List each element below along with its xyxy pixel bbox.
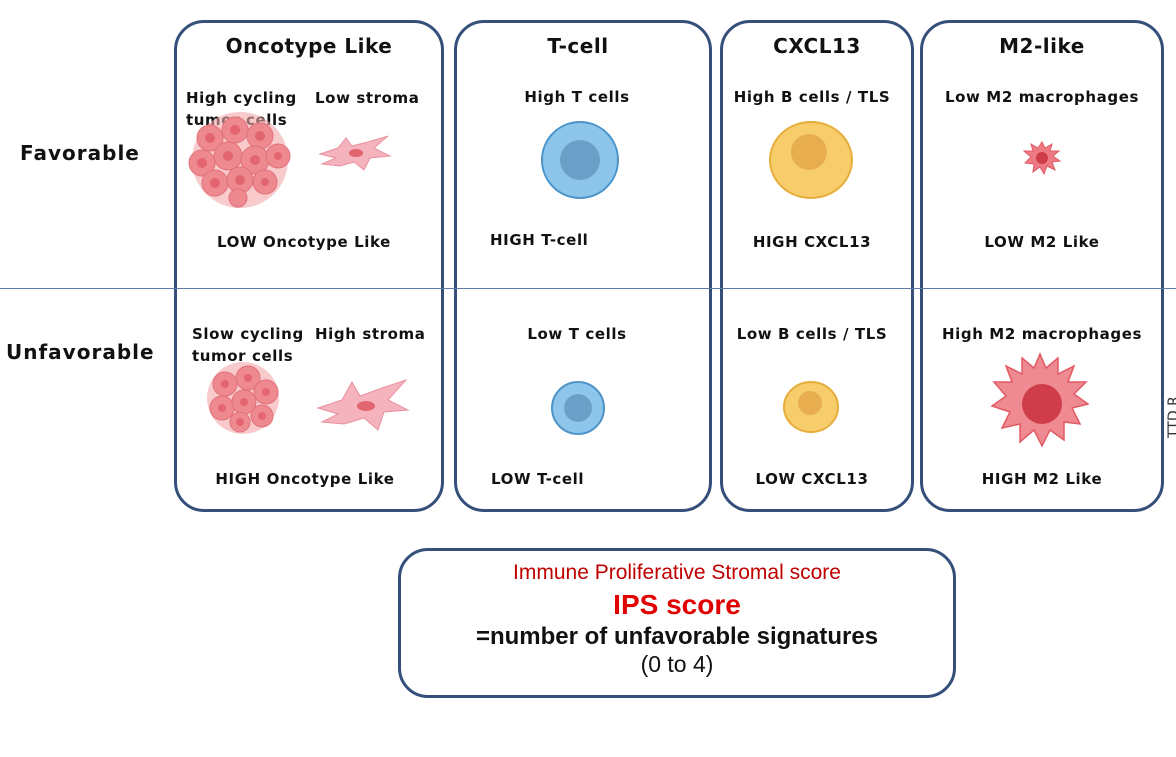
b-cell-small-icon xyxy=(783,381,839,433)
m2-unfav-top: High M2 macrophages xyxy=(941,325,1143,343)
b-cell-large-icon xyxy=(769,121,853,199)
cxcl13-fav-top: High B cells / TLS xyxy=(733,88,891,106)
m2-macrophage-small-icon xyxy=(1022,141,1062,176)
cxcl13-unfav-bottom: LOW CXCL13 xyxy=(755,470,869,488)
oncotype-unfav-bottom: HIGH Oncotype Like xyxy=(215,470,395,488)
oncotype-unfav-label-b: High stroma xyxy=(315,325,426,343)
tcell-fav-top: High T cells xyxy=(524,88,630,106)
panel-oncotype-like xyxy=(174,20,444,512)
score-range: (0 to 4) xyxy=(640,651,714,677)
cxcl13-fav-bottom: HIGH CXCL13 xyxy=(752,233,872,251)
m2-macrophage-large-icon xyxy=(990,352,1090,448)
tumor-cells-large-icon xyxy=(188,112,291,208)
t-cell-large-icon xyxy=(541,121,619,199)
panel-cxcl13 xyxy=(720,20,914,512)
oncotype-unfav-label-a: Slow cycling tumor cells xyxy=(192,325,304,365)
m2-fav-top: Low M2 macrophages xyxy=(944,88,1140,106)
edge-text-cropped: TTD R… xyxy=(1166,382,1176,438)
row-label-favorable: Favorable xyxy=(20,141,140,165)
t-cell-small-icon xyxy=(551,381,605,435)
tumor-cells-small-icon xyxy=(207,362,279,434)
panel-title-m2: M2-like xyxy=(999,34,1085,58)
panel-title-cxcl13: CXCL13 xyxy=(773,34,861,58)
score-title: IPS score xyxy=(613,589,741,620)
m2-fav-bottom: LOW M2 Like xyxy=(984,233,1100,251)
tcell-unfav-bottom: LOW T-cell xyxy=(491,470,585,488)
ips-score-box: Immune Proliferative Stromal score IPS s… xyxy=(398,548,956,698)
cxcl13-unfav-top: Low B cells / TLS xyxy=(736,325,888,343)
oncotype-fav-label-b: Low stroma xyxy=(315,89,420,107)
panel-title-tcell: T-cell xyxy=(547,34,609,58)
row-label-unfavorable: Unfavorable xyxy=(6,340,155,364)
score-full-name: Immune Proliferative Stromal score xyxy=(513,561,841,584)
favorable-unfavorable-divider xyxy=(0,288,1176,289)
m2-unfav-bottom: HIGH M2 Like xyxy=(981,470,1103,488)
tcell-unfav-top: Low T cells xyxy=(527,325,627,343)
stroma-small-icon xyxy=(318,135,392,171)
stroma-large-icon xyxy=(316,378,410,431)
oncotype-fav-bottom: LOW Oncotype Like xyxy=(217,233,391,251)
score-definition: =number of unfavorable signatures xyxy=(475,623,879,650)
tcell-fav-bottom: HIGH T-cell xyxy=(490,231,589,249)
panel-title-oncotype: Oncotype Like xyxy=(225,34,393,58)
